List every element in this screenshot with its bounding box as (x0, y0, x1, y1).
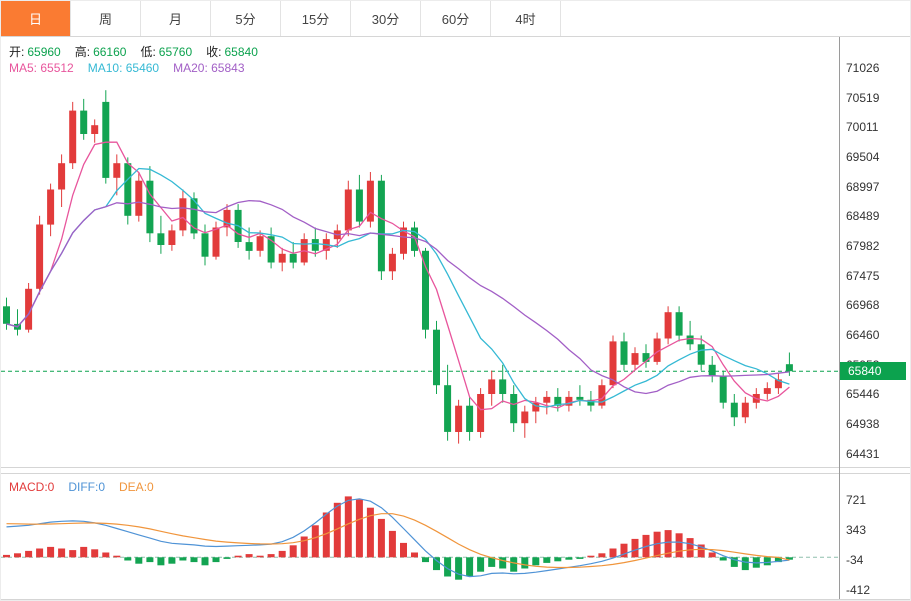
price-axis: 65840 71026 70519 70011 69504 68997 68489 6798… (840, 37, 910, 467)
price-tick: 67475 (846, 269, 880, 283)
tab-日[interactable]: 日 (1, 1, 71, 36)
tab-4时[interactable]: 4时 (491, 1, 561, 36)
tab-30分[interactable]: 30分 (351, 1, 421, 36)
tab-bar: 日周月 5分 15分 30分 60分 4时 (1, 1, 910, 37)
macd-tick: -412 (846, 583, 871, 597)
price-tick: 65446 (846, 387, 880, 401)
ma-item: MA5: 65512 (9, 61, 74, 75)
price-tick: 67982 (846, 239, 880, 253)
ohlc-item: 高: 66160 (74, 45, 127, 59)
price-tick: 64938 (846, 417, 880, 431)
macd-tick: -34 (846, 553, 864, 567)
macd-chart-area[interactable]: MACD:0 DIFF:0 DEA:0 (1, 474, 839, 599)
price-axis-line (839, 37, 840, 599)
macd-chart[interactable] (1, 474, 839, 599)
macd-labels: MACD:0 DIFF:0 DEA:0 (9, 480, 168, 494)
tab-月[interactable]: 月 (141, 1, 211, 36)
price-tick: 71026 (846, 61, 880, 75)
ohlc-item: 低: 65760 (140, 45, 193, 59)
tab-周[interactable]: 周 (71, 1, 141, 36)
ohlc-line: 开: 65960 高: 66160 低: 65760 收: 65840 (9, 43, 272, 60)
ohlc-item: 开: 65960 (9, 45, 61, 59)
macd-indicator-label: DEA:0 (119, 480, 154, 494)
macd-indicator-label: MACD:0 (9, 480, 55, 494)
price-tick: 69504 (846, 150, 880, 164)
price-tick: 64431 (846, 447, 880, 461)
price-tick: 66460 (846, 328, 880, 342)
price-tick: 66968 (846, 298, 880, 312)
ma-item: MA10: 65460 (87, 61, 160, 75)
price-tick: 70011 (846, 120, 879, 134)
chart-content: 开: 65960 高: 66160 低: 65760 收: 65840 MA5: 65512 M… (1, 37, 910, 600)
tab-5分[interactable]: 5分 (211, 1, 281, 36)
price-tick: 68997 (846, 180, 880, 194)
macd-axis: 721 343 -34 -412 (840, 474, 910, 599)
macd-indicator-label: DIFF:0 (68, 480, 106, 494)
macd-tick: 343 (846, 523, 867, 537)
ohlc-item: 收: 65840 (206, 45, 258, 59)
macd-tick: 721 (846, 493, 867, 507)
ma-line: MA5: 65512 MA10: 65460 MA20: 65843 (9, 61, 259, 75)
tab-15分[interactable]: 15分 (281, 1, 351, 36)
panel-divider-top (1, 467, 910, 468)
panel-divider-bottom (1, 473, 910, 474)
current-price-tag: 65840 (840, 362, 906, 380)
candlestick-chart[interactable] (1, 37, 839, 467)
bottom-border (1, 599, 910, 600)
price-tick: 68489 (846, 209, 880, 223)
main-chart-area[interactable]: 开: 65960 高: 66160 低: 65760 收: 65840 MA5: 65512 M… (1, 37, 839, 467)
tab-60分[interactable]: 60分 (421, 1, 491, 36)
price-tick: 70519 (846, 91, 880, 105)
ma-item: MA20: 65843 (173, 61, 245, 75)
